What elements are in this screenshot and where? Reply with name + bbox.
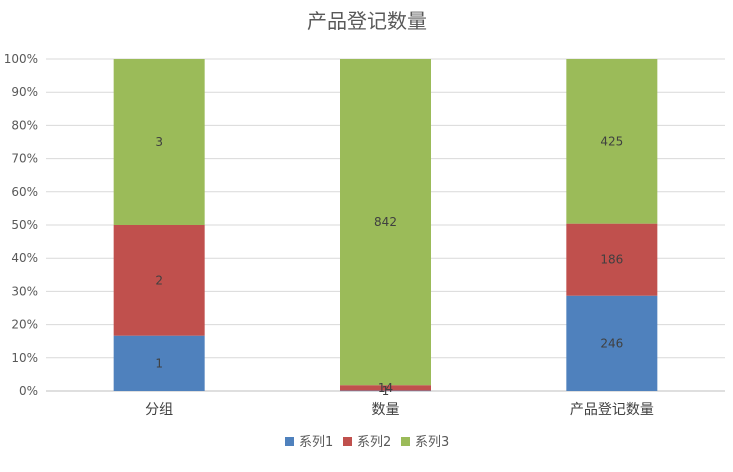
y-tick-label: 100% xyxy=(4,52,38,66)
bar-segment xyxy=(340,385,431,391)
bar-segment xyxy=(566,223,658,296)
bars xyxy=(113,59,658,392)
bar-segment xyxy=(340,390,431,392)
legend-swatch xyxy=(343,437,352,446)
x-category-label: 分组 xyxy=(145,402,173,418)
data-label: 2 xyxy=(155,273,163,287)
y-tick-label: 80% xyxy=(11,118,38,132)
bar-segment xyxy=(566,295,658,391)
x-category-label: 数量 xyxy=(372,402,400,418)
bar-segment xyxy=(113,59,205,225)
bar-segment xyxy=(113,335,205,391)
data-label: 1 xyxy=(155,356,163,370)
data-label: 186 xyxy=(600,253,623,267)
bar-segment xyxy=(566,59,658,224)
legend: 系列1 系列2 系列3 xyxy=(285,435,449,450)
bar-segment xyxy=(340,59,431,386)
y-tick-label: 60% xyxy=(11,185,38,199)
y-tick-label: 10% xyxy=(11,351,38,365)
bar-segment xyxy=(113,225,205,336)
data-label: 425 xyxy=(600,134,623,148)
x-axis: 分组 数量 产品登记数量 xyxy=(145,402,654,418)
legend-entry: 系列3 xyxy=(415,435,449,450)
legend-swatch xyxy=(401,437,410,446)
y-tick-label: 50% xyxy=(11,218,38,232)
y-tick-label: 30% xyxy=(11,284,38,298)
legend-entry: 系列1 xyxy=(299,435,333,450)
data-label: 246 xyxy=(600,336,623,350)
y-tick-label: 70% xyxy=(11,152,38,166)
chart-title: 产品登记数量 xyxy=(307,9,427,33)
y-tick-label: 40% xyxy=(11,251,38,265)
y-tick-label: 0% xyxy=(19,384,38,398)
x-category-label: 产品登记数量 xyxy=(570,402,654,418)
data-label: 842 xyxy=(374,215,397,229)
data-label: 14 xyxy=(378,381,393,395)
legend-entry: 系列2 xyxy=(357,435,391,450)
y-tick-label: 90% xyxy=(11,85,38,99)
y-tick-label: 20% xyxy=(11,318,38,332)
y-axis: 0% 10% 20% 30% 40% 50% 60% 70% 80% 90% 100% xyxy=(4,52,38,398)
data-label: 1 xyxy=(382,384,390,398)
legend-swatch xyxy=(285,437,294,446)
data-label: 3 xyxy=(155,135,163,149)
